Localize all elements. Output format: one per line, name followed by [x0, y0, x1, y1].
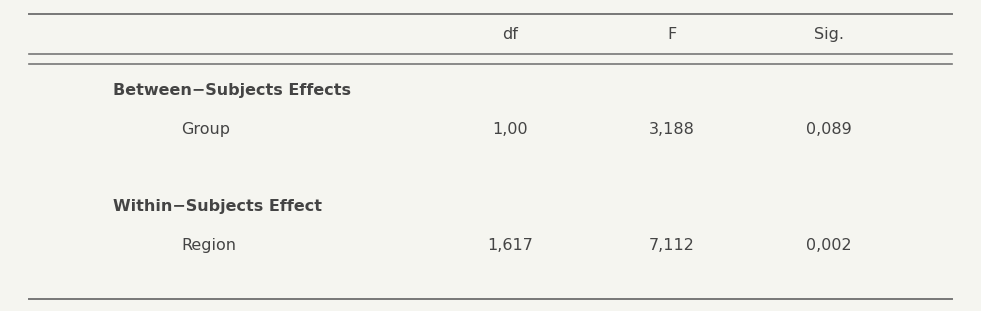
Text: 1,00: 1,00 — [492, 122, 528, 137]
Text: Sig.: Sig. — [814, 27, 844, 42]
Text: 1,617: 1,617 — [488, 238, 533, 253]
Text: 0,002: 0,002 — [806, 238, 852, 253]
Text: F: F — [667, 27, 677, 42]
Text: 0,089: 0,089 — [806, 122, 852, 137]
Text: Group: Group — [181, 122, 231, 137]
Text: 3,188: 3,188 — [649, 122, 695, 137]
Text: Within−Subjects Effect: Within−Subjects Effect — [113, 199, 322, 214]
Text: Between−Subjects Effects: Between−Subjects Effects — [113, 83, 351, 98]
Text: Region: Region — [181, 238, 236, 253]
Text: 7,112: 7,112 — [649, 238, 695, 253]
Text: df: df — [502, 27, 518, 42]
